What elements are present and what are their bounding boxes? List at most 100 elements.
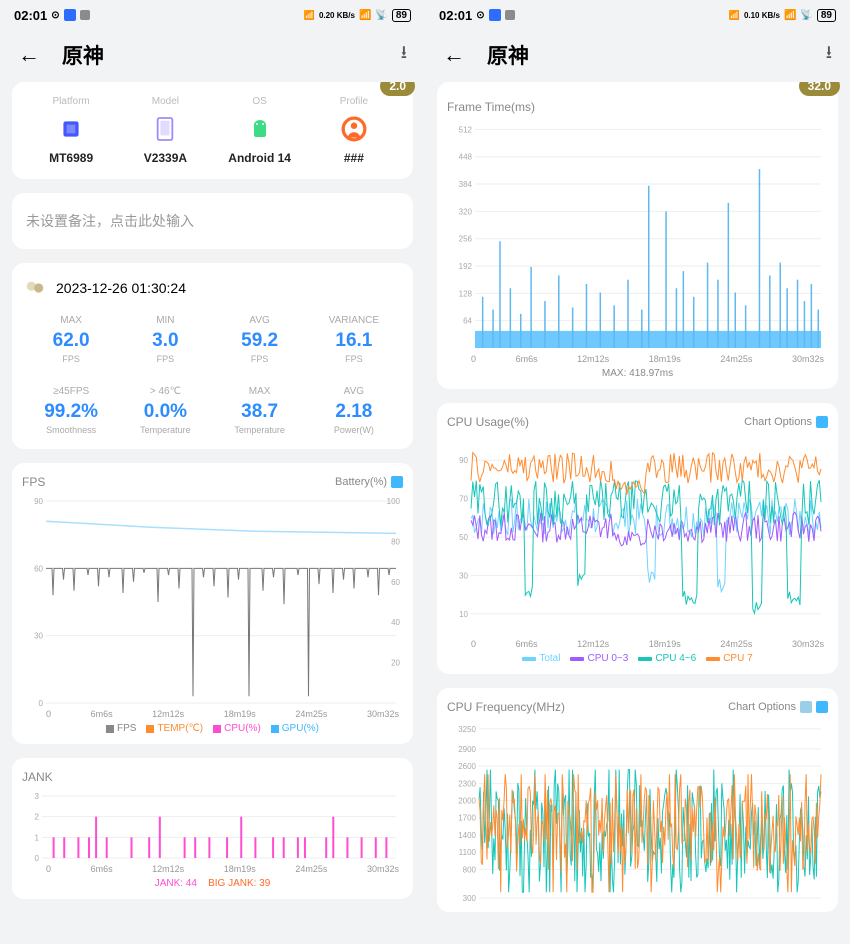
chart-options-button[interactable]: Chart Options bbox=[728, 701, 828, 713]
svg-text:256: 256 bbox=[459, 235, 473, 244]
status-time: 02:01 bbox=[439, 8, 472, 23]
chart-title: JANK bbox=[22, 770, 53, 784]
cpu-usage-chart-card: CPU Usage(%) Chart Options 103050709006m… bbox=[437, 403, 838, 674]
version-badge: 2.0 bbox=[380, 82, 415, 96]
svg-text:2000: 2000 bbox=[458, 797, 476, 806]
legend-item[interactable]: GPU(%) bbox=[271, 723, 319, 734]
svg-text:20: 20 bbox=[391, 659, 400, 668]
svg-text:2: 2 bbox=[35, 813, 40, 822]
frametime-chart-card: 32.0 Frame Time(ms) 64128192256320384448… bbox=[437, 82, 838, 389]
svg-text:90: 90 bbox=[459, 456, 468, 465]
chip-icon bbox=[24, 115, 118, 143]
svg-text:60: 60 bbox=[34, 564, 43, 573]
status-net: 0.10 KB/s bbox=[744, 11, 780, 20]
device-col: Model V2339A bbox=[118, 96, 212, 165]
svg-text:90: 90 bbox=[34, 497, 43, 506]
fps-badge: 32.0 bbox=[799, 82, 840, 96]
svg-text:1700: 1700 bbox=[458, 814, 476, 823]
status-battery: 89 bbox=[392, 9, 411, 22]
cpu-freq-chart-card: CPU Frequency(MHz) Chart Options 300 800 1… bbox=[437, 688, 838, 912]
svg-text:128: 128 bbox=[459, 289, 473, 298]
svg-text:448: 448 bbox=[459, 153, 473, 162]
download-button[interactable]: ⭳ bbox=[826, 40, 832, 70]
legend-item[interactable]: Total bbox=[522, 653, 560, 664]
app-indicator-icon bbox=[64, 9, 76, 21]
svg-text:2300: 2300 bbox=[458, 779, 476, 788]
fps-chart-card: FPS Battery(%) 030609020406080100 06m6s1… bbox=[12, 463, 413, 744]
stat-cell: AVG2.18Power(W) bbox=[307, 386, 401, 435]
phone-right: 02:01 ⊙ 📶 0.10 KB/s 📶📡 89 ← 原神 ⭳ 32.0 Fr… bbox=[425, 0, 850, 944]
stat-cell: VARIANCE16.1FPS bbox=[307, 315, 401, 364]
legend-item[interactable]: TEMP(℃) bbox=[146, 723, 203, 734]
page-title: 原神 bbox=[62, 40, 104, 70]
back-button[interactable]: ← bbox=[443, 42, 465, 68]
status-battery: 89 bbox=[817, 9, 836, 22]
chart-caption: MAX: 418.97ms bbox=[447, 368, 828, 379]
page-title: 原神 bbox=[487, 40, 529, 70]
legend-item[interactable]: CPU 7 bbox=[706, 653, 752, 664]
status-bar: 02:01 ⊙ 📶 0.10 KB/s 📶📡 89 bbox=[425, 0, 850, 30]
device-col: OS Android 14 bbox=[213, 96, 307, 165]
profile-icon bbox=[307, 115, 401, 143]
session-timestamp: 2023-12-26 01:30:24 bbox=[56, 280, 186, 296]
android-icon bbox=[213, 115, 307, 143]
download-button[interactable]: ⭳ bbox=[401, 40, 407, 70]
options-icon bbox=[391, 476, 403, 488]
svg-text:0: 0 bbox=[35, 854, 40, 862]
svg-text:50: 50 bbox=[459, 533, 468, 542]
chart-title: CPU Usage(%) bbox=[447, 415, 529, 429]
svg-text:30: 30 bbox=[459, 571, 468, 580]
stat-cell: MAX62.0FPS bbox=[24, 315, 118, 364]
device-card: 2.0 Platform MT6989Model V2339AOS Androi… bbox=[12, 82, 413, 179]
options-icon bbox=[800, 701, 812, 713]
svg-text:2900: 2900 bbox=[458, 745, 476, 754]
app-indicator-icon bbox=[505, 10, 515, 20]
svg-text:80: 80 bbox=[391, 537, 400, 546]
svg-text:10: 10 bbox=[459, 610, 468, 619]
stat-cell: MIN3.0FPS bbox=[118, 315, 212, 364]
jank-chart-card: JANK 012306m6s12m12s18m19s24m25s30m32s J… bbox=[12, 758, 413, 899]
svg-text:300: 300 bbox=[463, 894, 477, 902]
jank-count: JANK: 44 bbox=[155, 878, 197, 889]
stat-cell: > 46℃0.0%Temperature bbox=[118, 386, 212, 435]
svg-text:1400: 1400 bbox=[458, 831, 476, 840]
remark-input[interactable]: 未设置备注，点击此处输入 bbox=[12, 193, 413, 249]
phone-left: 02:01 ⊙ 📶 0.20 KB/s 📶📡 89 ← 原神 ⭳ 2.0 Pla… bbox=[0, 0, 425, 944]
svg-text:70: 70 bbox=[459, 495, 468, 504]
svg-text:2600: 2600 bbox=[458, 762, 476, 771]
svg-text:60: 60 bbox=[391, 578, 400, 587]
status-net: 0.20 KB/s bbox=[319, 11, 355, 20]
app-indicator-icon bbox=[80, 10, 90, 20]
status-bar: 02:01 ⊙ 📶 0.20 KB/s 📶📡 89 bbox=[0, 0, 425, 30]
chart-title: CPU Frequency(MHz) bbox=[447, 700, 565, 714]
svg-text:40: 40 bbox=[391, 618, 400, 627]
svg-text:3250: 3250 bbox=[458, 725, 476, 734]
session-card: 2023-12-26 01:30:24 MAX62.0FPSMIN3.0FPSA… bbox=[12, 263, 413, 449]
stat-cell: ≥45FPS99.2%Smoothness bbox=[24, 386, 118, 435]
legend-item[interactable]: CPU(%) bbox=[213, 723, 261, 734]
stat-cell: AVG59.2FPS bbox=[213, 315, 307, 364]
chart-options-button[interactable]: Chart Options bbox=[744, 416, 828, 428]
chart-title: FPS bbox=[22, 475, 45, 489]
legend-item[interactable]: CPU 0~3 bbox=[570, 653, 628, 664]
nav-bar: ← 原神 ⭳ bbox=[425, 30, 850, 82]
svg-text:30: 30 bbox=[34, 632, 43, 641]
svg-text:512: 512 bbox=[459, 125, 473, 134]
svg-text:192: 192 bbox=[459, 262, 473, 271]
nav-bar: ← 原神 ⭳ bbox=[0, 30, 425, 82]
device-col: Platform MT6989 bbox=[24, 96, 118, 165]
svg-text:320: 320 bbox=[459, 207, 473, 216]
back-button[interactable]: ← bbox=[18, 42, 40, 68]
device-col: Profile ### bbox=[307, 96, 401, 165]
svg-text:100: 100 bbox=[387, 497, 401, 506]
svg-text:800: 800 bbox=[463, 865, 477, 874]
chart-options-button[interactable]: Battery(%) bbox=[335, 476, 403, 488]
legend-item[interactable]: CPU 4~6 bbox=[638, 653, 696, 664]
stat-cell: MAX38.7Temperature bbox=[213, 386, 307, 435]
phone-icon bbox=[118, 115, 212, 143]
legend-item[interactable]: FPS bbox=[106, 723, 136, 734]
svg-text:384: 384 bbox=[459, 180, 473, 189]
svg-text:0: 0 bbox=[39, 699, 44, 707]
big-jank-count: BIG JANK: 39 bbox=[208, 878, 270, 889]
svg-text:1100: 1100 bbox=[459, 848, 477, 857]
